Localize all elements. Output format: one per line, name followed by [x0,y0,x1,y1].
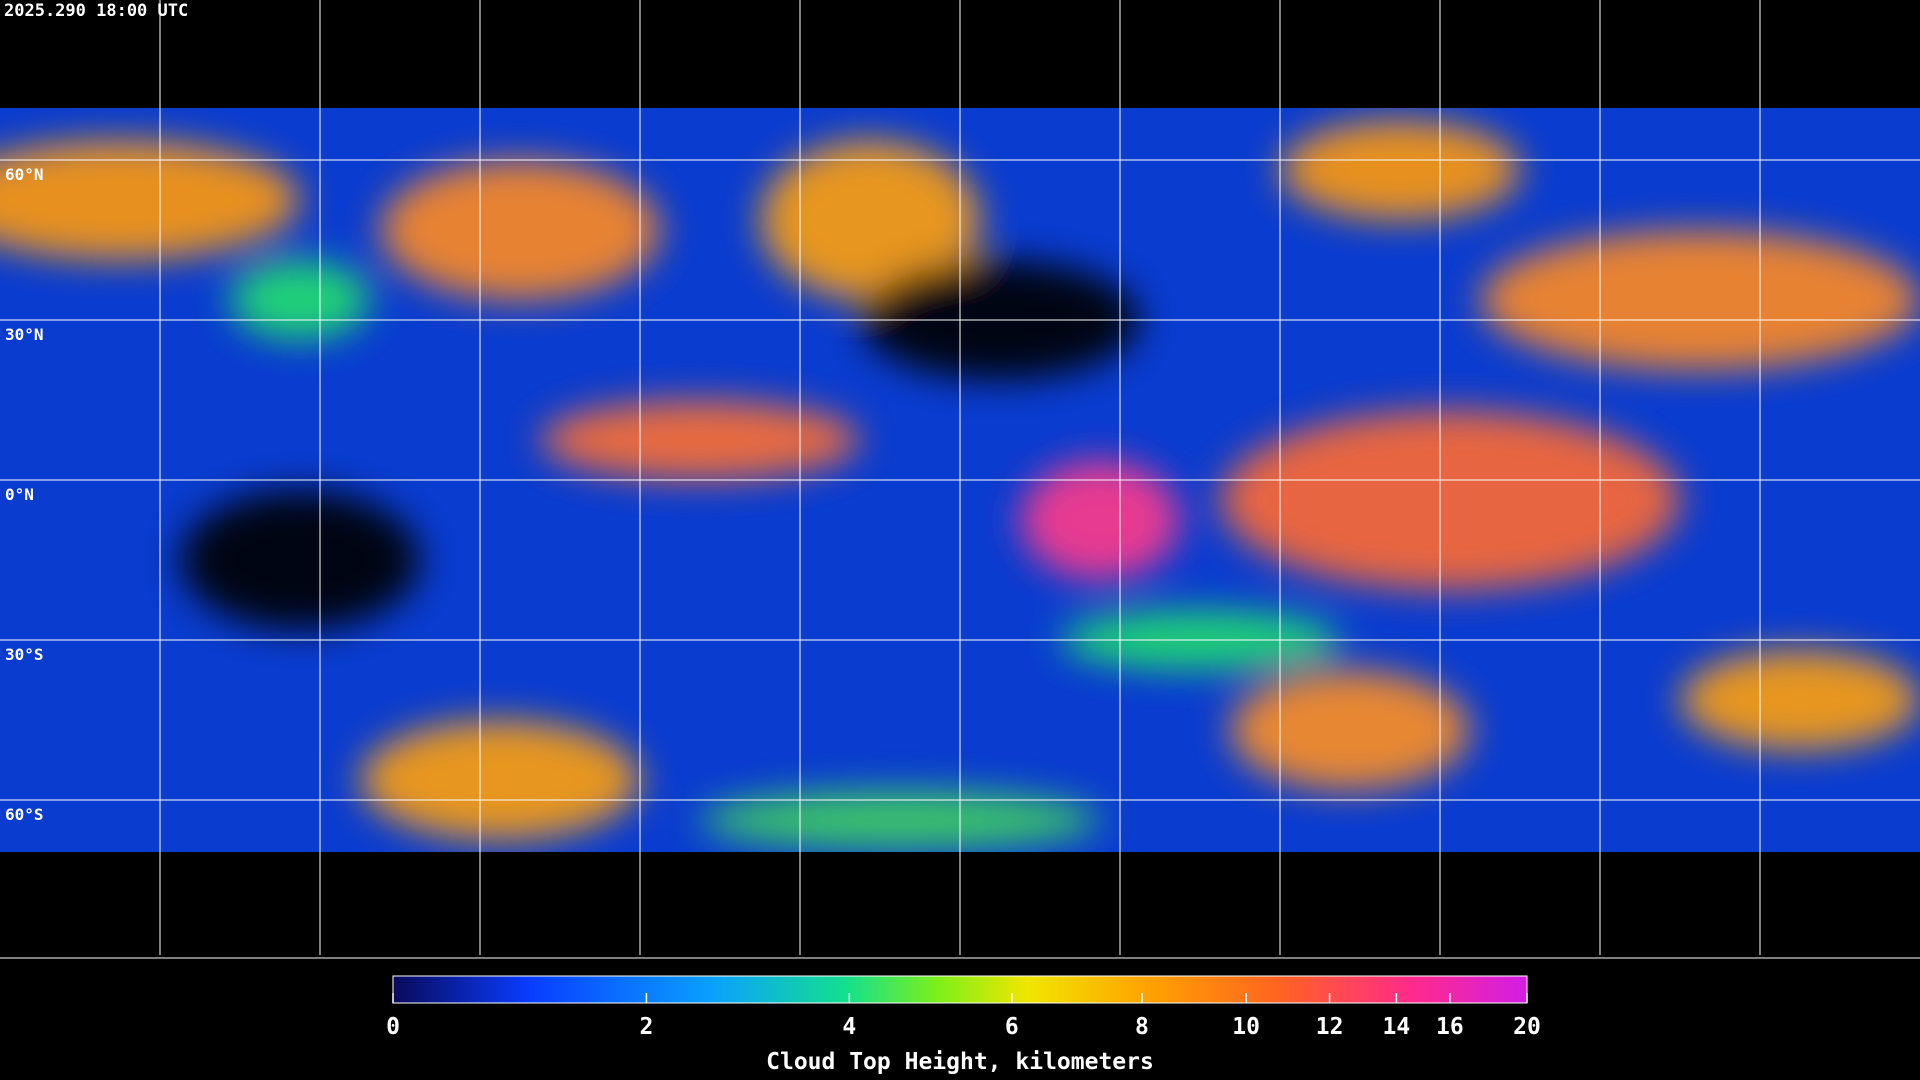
colorbar-tick-label: 20 [1513,1014,1541,1040]
colorbar-tick-label: 14 [1383,1014,1411,1040]
timestamp: 2025.290 18:00 UTC [4,1,188,21]
colorbar-tick-label: 0 [386,1014,400,1040]
colorbar-tick-label: 12 [1316,1014,1344,1040]
graticule [0,0,1920,955]
colorbar-tick-label: 10 [1232,1014,1260,1040]
colorbar-tick-label: 2 [639,1014,653,1040]
latitude-label: 30°S [5,645,44,664]
colorbar-tick-label: 4 [842,1014,856,1040]
latitude-label: 60°S [5,805,44,824]
colorbar-tick-label: 16 [1436,1014,1464,1040]
colorbar [392,975,1528,1004]
latitude-label: 0°N [5,485,34,504]
colorbar-title: Cloud Top Height, kilometers [766,1049,1154,1075]
latitude-label: 30°N [5,325,44,344]
colorbar-tick-label: 6 [1005,1014,1019,1040]
latitude-label: 60°N [5,165,44,184]
colorbar-tick-label: 8 [1135,1014,1149,1040]
